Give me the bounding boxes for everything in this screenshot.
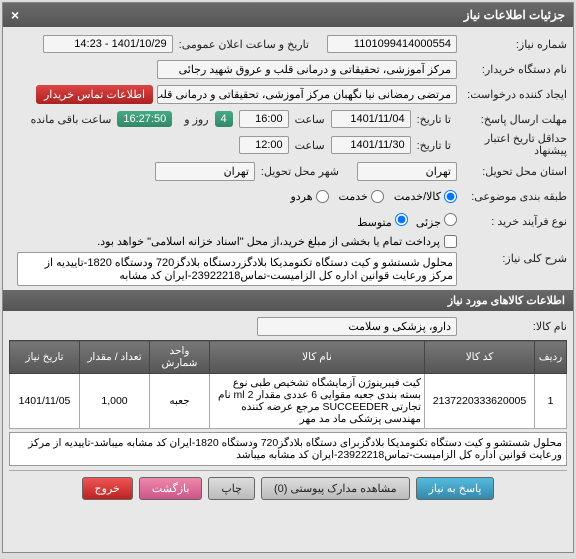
- ta-word: تا تاریخ:: [411, 113, 457, 126]
- creator-value: مرتضی رمضانی نیا نگهبان مرکز آموزشی، تحق…: [157, 85, 457, 104]
- announce-value: 1401/10/29 - 14:23: [43, 35, 173, 53]
- main-window: جزئیات اطلاعات نیاز × شماره نیاز: 110109…: [2, 2, 574, 553]
- view-attachments-button[interactable]: مشاهده مدارک پیوستی (0): [261, 477, 410, 500]
- day-word: روز و: [178, 113, 214, 126]
- contact-buyer-button[interactable]: اطلاعات تماس خریدار: [36, 85, 153, 104]
- items-section-header: اطلاعات کالاهای مورد نیاز: [3, 290, 573, 311]
- buytype-group: جزئی متوسط: [357, 213, 457, 229]
- bt-small[interactable]: جزئی: [416, 213, 457, 229]
- valid-time: 12:00: [239, 136, 289, 154]
- back-button[interactable]: بازگشت: [139, 477, 203, 500]
- domestic-both-radio[interactable]: هردو: [290, 190, 328, 203]
- province-value: تهران: [357, 162, 457, 181]
- domestic-service-label: خدمت: [339, 190, 368, 203]
- domestic-goods-radio[interactable]: کالا/خدمت: [394, 190, 457, 203]
- deadline-label: مهلت ارسال پاسخ:: [457, 113, 567, 126]
- cat-value: دارو، پزشکی و سلامت: [257, 317, 457, 336]
- partial-payment-check[interactable]: پرداخت تمام یا بخشی از مبلغ خرید،از محل …: [9, 235, 567, 248]
- cell-n: 1: [535, 374, 567, 429]
- need-no-label: شماره نیاز:: [457, 38, 567, 51]
- items-table: ردیف کد کالا نام کالا واحد شمارش تعداد /…: [9, 340, 567, 429]
- bt-small-label: جزئی: [416, 217, 441, 229]
- domestic-goods-input[interactable]: [444, 190, 457, 203]
- announce-label: تاریخ و ساعت اعلان عمومی:: [173, 38, 315, 51]
- bt-small-input[interactable]: [444, 213, 457, 226]
- province-label: استان محل تحویل:: [457, 165, 567, 178]
- col-unit: واحد شمارش: [150, 341, 210, 374]
- table-row[interactable]: 1 2137220333620005 کیت فیبرینوژن آزمایشگ…: [10, 374, 567, 429]
- partial-payment-checkbox[interactable]: [444, 235, 457, 248]
- reply-button[interactable]: پاسخ به نیاز: [416, 477, 495, 500]
- deadline-time: 16:00: [239, 110, 289, 128]
- remain-days: 4: [215, 111, 233, 127]
- deadline-date: 1401/11/04: [331, 110, 411, 128]
- domestic-label: طبقه بندی موضوعی:: [457, 190, 567, 203]
- footer-buttons: پاسخ به نیاز مشاهده مدارک پیوستی (0) چاپ…: [9, 470, 567, 506]
- cat-label: نام کالا:: [457, 320, 567, 333]
- ta-word-2: تا تاریخ:: [411, 139, 457, 152]
- valid-label: حداقل تاریخ اعتبار پیشنهاد: [457, 133, 567, 157]
- city-label: شهر محل تحویل:: [255, 165, 345, 178]
- need-no-value: 1101099414000554: [327, 35, 457, 53]
- domestic-service-input[interactable]: [371, 190, 384, 203]
- domestic-radio-group: کالا/خدمت خدمت هردو: [290, 190, 457, 203]
- city-value: تهران: [155, 162, 255, 181]
- domestic-goods-label: کالا/خدمت: [394, 190, 441, 203]
- window-title: جزئیات اطلاعات نیاز: [464, 8, 565, 22]
- domestic-both-label: هردو: [290, 190, 312, 203]
- creator-label: ایجاد کننده درخواست:: [457, 88, 567, 101]
- exit-button[interactable]: خروج: [82, 477, 133, 500]
- time-word-1: ساعت: [289, 113, 331, 126]
- cell-unit: جعبه: [150, 374, 210, 429]
- buyer-value: مرکز آموزشی، تحقیقاتی و درمانی قلب و عرو…: [157, 60, 457, 79]
- bt-mid-input[interactable]: [395, 213, 408, 226]
- domestic-both-input[interactable]: [316, 190, 329, 203]
- time-word-2: ساعت: [289, 139, 331, 152]
- titlebar: جزئیات اطلاعات نیاز ×: [3, 3, 573, 27]
- close-icon[interactable]: ×: [11, 7, 19, 23]
- remain-suffix: ساعت باقی مانده: [25, 113, 118, 126]
- long-desc-box: محلول شستشو و کیت دستگاه تکنومدیکا بلادگ…: [9, 432, 567, 466]
- cell-date: 1401/11/05: [10, 374, 80, 429]
- desc-textarea[interactable]: [17, 252, 457, 286]
- bt-mid[interactable]: متوسط: [357, 213, 408, 229]
- print-button[interactable]: چاپ: [208, 477, 255, 500]
- col-code: کد کالا: [425, 341, 535, 374]
- desc-label: شرح کلی نیاز:: [457, 252, 567, 265]
- partial-payment-label: پرداخت تمام یا بخشی از مبلغ خرید،از محل …: [97, 235, 440, 248]
- valid-date: 1401/11/30: [331, 136, 411, 154]
- col-name: نام کالا: [210, 341, 425, 374]
- col-date: تاریخ نیاز: [10, 341, 80, 374]
- cell-code: 2137220333620005: [425, 374, 535, 429]
- cell-name: کیت فیبرینوژن آزمایشگاه تشخیص طبی نوع بس…: [210, 374, 425, 429]
- remain-clock: 16:27:50: [117, 111, 172, 127]
- buyer-label: نام دستگاه خریدار:: [457, 63, 567, 76]
- col-qty: تعداد / مقدار: [80, 341, 150, 374]
- col-n: ردیف: [535, 341, 567, 374]
- cell-qty: 1,000: [80, 374, 150, 429]
- items-header-row: ردیف کد کالا نام کالا واحد شمارش تعداد /…: [10, 341, 567, 374]
- bt-mid-label: متوسط: [357, 217, 392, 229]
- buytype-label: نوع فرآیند خرید :: [457, 215, 567, 228]
- domestic-service-radio[interactable]: خدمت: [339, 190, 384, 203]
- form-body: شماره نیاز: 1101099414000554 تاریخ و ساع…: [3, 27, 573, 512]
